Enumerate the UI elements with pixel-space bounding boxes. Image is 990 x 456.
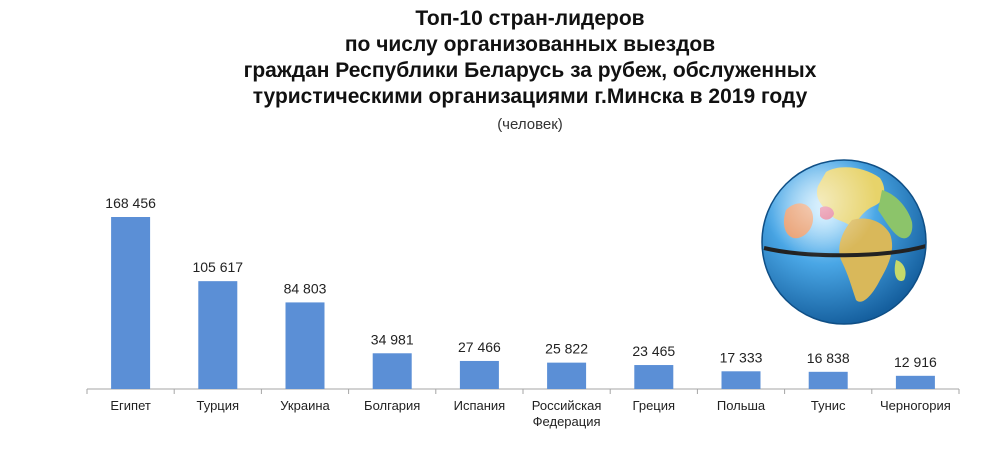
chart-subtitle: (человек): [497, 116, 563, 133]
chart-title-line-2: по числу организованных выездов: [344, 33, 716, 56]
data-label: 17 333: [720, 349, 763, 365]
data-label: 34 981: [371, 331, 414, 347]
chart-title-line-1: Топ-10 стран-лидеров: [415, 7, 645, 30]
chart-title-line-3: граждан Республики Беларусь за рубеж, об…: [243, 59, 817, 82]
bar: [634, 365, 674, 389]
data-label: 27 466: [458, 339, 501, 355]
data-label: 25 822: [545, 341, 588, 357]
category-label: Болгария: [364, 398, 420, 413]
category-label: Российская: [532, 398, 602, 413]
data-label: 12 916: [894, 354, 937, 370]
data-label: 84 803: [284, 280, 327, 296]
bar: [198, 281, 238, 389]
bar: [372, 353, 412, 389]
bar: [459, 360, 499, 389]
data-label: 168 456: [105, 195, 156, 211]
bar: [547, 362, 587, 389]
category-label: Федерация: [533, 414, 601, 429]
bar: [895, 375, 935, 389]
chart-title-block: Топ-10 стран-лидеров по числу организова…: [160, 6, 900, 133]
data-label: 16 838: [807, 350, 850, 366]
data-label: 105 617: [192, 259, 243, 275]
bar: [721, 371, 761, 389]
data-label: 23 465: [632, 343, 675, 359]
category-label: Египет: [110, 398, 151, 413]
category-label: Украина: [280, 398, 330, 413]
category-label: Турция: [197, 398, 240, 413]
category-label: Тунис: [811, 398, 846, 413]
bar: [808, 371, 848, 389]
chart-title-line-4: туристическими организациями г.Минска в …: [252, 85, 808, 108]
category-label: Черногория: [880, 398, 951, 413]
bar: [111, 217, 151, 389]
globe-icon: [761, 159, 927, 325]
category-label: Польша: [717, 398, 766, 413]
bar: [285, 302, 325, 389]
category-label: Испания: [454, 398, 506, 413]
category-label: Греция: [633, 398, 676, 413]
